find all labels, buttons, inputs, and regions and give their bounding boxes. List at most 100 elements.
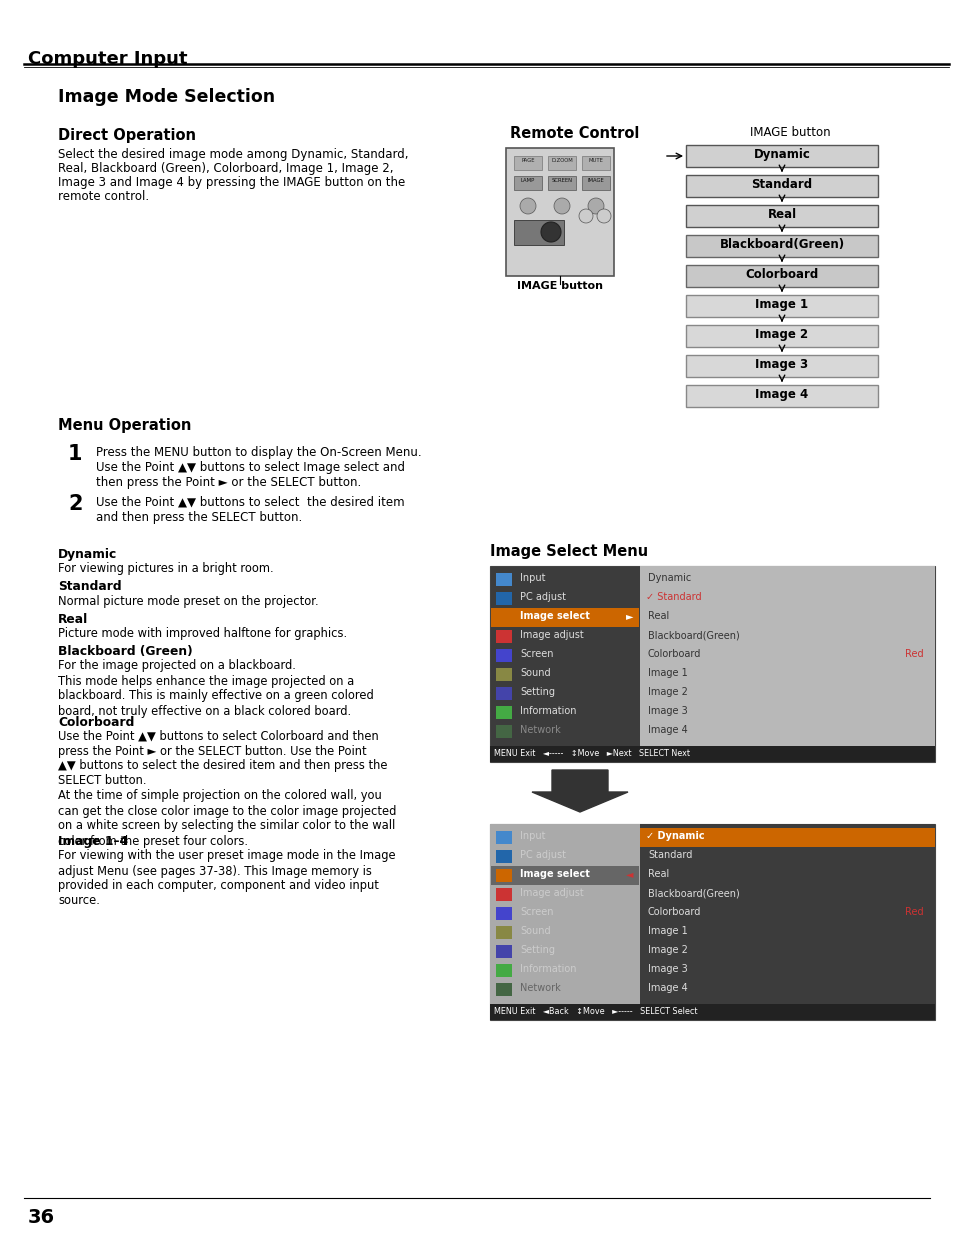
Circle shape bbox=[519, 198, 536, 214]
Circle shape bbox=[597, 209, 610, 224]
Bar bbox=[496, 687, 512, 700]
Bar bbox=[490, 566, 934, 762]
Text: For viewing pictures in a bright room.: For viewing pictures in a bright room. bbox=[58, 562, 274, 576]
Bar bbox=[491, 866, 639, 885]
Text: Dynamic: Dynamic bbox=[647, 573, 691, 583]
Text: Computer Input: Computer Input bbox=[28, 49, 188, 68]
Circle shape bbox=[578, 209, 593, 224]
Text: Real: Real bbox=[58, 613, 89, 626]
Text: Screen: Screen bbox=[519, 650, 553, 659]
Bar bbox=[496, 668, 512, 680]
Text: Use the Point ▲▼ buttons to select  the desired item
and then press the SELECT b: Use the Point ▲▼ buttons to select the d… bbox=[96, 496, 404, 524]
Text: Real: Real bbox=[647, 869, 669, 879]
Bar bbox=[581, 177, 609, 190]
Bar bbox=[490, 1004, 934, 1020]
Text: Image 2: Image 2 bbox=[647, 687, 687, 697]
Bar bbox=[685, 144, 877, 167]
Circle shape bbox=[554, 198, 569, 214]
Text: PC adjust: PC adjust bbox=[519, 592, 565, 601]
Text: Image 3: Image 3 bbox=[647, 706, 687, 716]
Text: Setting: Setting bbox=[519, 687, 555, 697]
Text: Dynamic: Dynamic bbox=[753, 148, 810, 161]
Text: Standard: Standard bbox=[751, 178, 812, 191]
Text: Image adjust: Image adjust bbox=[519, 630, 583, 640]
Bar bbox=[514, 156, 541, 170]
Text: PC adjust: PC adjust bbox=[519, 850, 565, 860]
Text: Image 2: Image 2 bbox=[755, 329, 808, 341]
Text: Image Select Menu: Image Select Menu bbox=[490, 543, 647, 559]
Text: SCREEN: SCREEN bbox=[551, 178, 572, 183]
Text: Colorboard: Colorboard bbox=[744, 268, 818, 282]
Text: Blackboard(Green): Blackboard(Green) bbox=[719, 238, 843, 251]
Bar bbox=[496, 869, 512, 882]
Bar bbox=[496, 650, 512, 662]
Text: Real: Real bbox=[647, 611, 669, 621]
Bar bbox=[685, 266, 877, 287]
Text: Sound: Sound bbox=[519, 668, 550, 678]
Bar bbox=[685, 205, 877, 227]
Text: Picture mode with improved halftone for graphics.: Picture mode with improved halftone for … bbox=[58, 627, 347, 640]
Text: Standard: Standard bbox=[58, 580, 121, 594]
Bar bbox=[514, 220, 563, 245]
Bar bbox=[496, 945, 512, 958]
Bar bbox=[685, 235, 877, 257]
Text: Sound: Sound bbox=[519, 926, 550, 936]
Bar bbox=[496, 630, 512, 643]
Circle shape bbox=[540, 222, 560, 242]
Text: Colorboard: Colorboard bbox=[58, 715, 134, 729]
Text: Direct Operation: Direct Operation bbox=[58, 128, 195, 143]
Text: For the image projected on a blackboard.
This mode helps enhance the image proje: For the image projected on a blackboard.… bbox=[58, 659, 374, 718]
Text: Image 1: Image 1 bbox=[755, 298, 808, 311]
Bar bbox=[496, 906, 512, 920]
Text: Red: Red bbox=[904, 650, 923, 659]
Text: Image select: Image select bbox=[519, 869, 589, 879]
Bar bbox=[639, 566, 934, 746]
Bar bbox=[505, 148, 614, 275]
Text: Input: Input bbox=[519, 831, 545, 841]
Text: Normal picture mode preset on the projector.: Normal picture mode preset on the projec… bbox=[58, 594, 318, 608]
Text: ►: ► bbox=[625, 611, 633, 621]
Text: Real, Blackboard (Green), Colorboard, Image 1, Image 2,: Real, Blackboard (Green), Colorboard, Im… bbox=[58, 162, 393, 175]
Text: MENU Exit   ◄-----   ↕Move   ►Next   SELECT Next: MENU Exit ◄----- ↕Move ►Next SELECT Next bbox=[494, 748, 689, 758]
Text: Screen: Screen bbox=[519, 906, 553, 918]
Text: 2: 2 bbox=[68, 494, 82, 514]
Text: Use the Point ▲▼ buttons to select Colorboard and then
press the Point ► or the : Use the Point ▲▼ buttons to select Color… bbox=[58, 730, 395, 847]
Text: LAMP: LAMP bbox=[520, 178, 535, 183]
Polygon shape bbox=[532, 769, 627, 811]
Text: Image Mode Selection: Image Mode Selection bbox=[58, 88, 274, 106]
Text: Colorboard: Colorboard bbox=[647, 906, 700, 918]
Bar bbox=[490, 824, 934, 1020]
Bar bbox=[685, 325, 877, 347]
Text: remote control.: remote control. bbox=[58, 190, 149, 203]
Text: Red: Red bbox=[904, 906, 923, 918]
Bar bbox=[547, 156, 576, 170]
Text: ◄: ◄ bbox=[625, 869, 633, 879]
Text: Image 3: Image 3 bbox=[755, 358, 808, 370]
Bar bbox=[639, 827, 934, 847]
Text: Image 1–4: Image 1–4 bbox=[58, 836, 128, 848]
Text: Image select: Image select bbox=[519, 611, 589, 621]
Bar bbox=[496, 831, 512, 844]
Text: Remote Control: Remote Control bbox=[510, 126, 639, 141]
Bar bbox=[496, 611, 512, 624]
Text: 1: 1 bbox=[68, 445, 82, 464]
Text: IMAGE button: IMAGE button bbox=[517, 282, 602, 291]
Text: Blackboard (Green): Blackboard (Green) bbox=[58, 646, 193, 658]
Text: 36: 36 bbox=[28, 1208, 55, 1228]
Bar bbox=[496, 706, 512, 719]
Text: Information: Information bbox=[519, 965, 576, 974]
Text: Colorboard: Colorboard bbox=[647, 650, 700, 659]
Bar bbox=[581, 156, 609, 170]
Bar bbox=[685, 295, 877, 317]
Circle shape bbox=[587, 198, 603, 214]
Text: Image 2: Image 2 bbox=[647, 945, 687, 955]
Text: PAGE: PAGE bbox=[520, 158, 535, 163]
Bar bbox=[490, 746, 934, 762]
Text: D.ZOOM: D.ZOOM bbox=[551, 158, 572, 163]
Text: Image 4: Image 4 bbox=[647, 983, 687, 993]
Text: Image 4: Image 4 bbox=[755, 388, 808, 401]
Bar bbox=[547, 177, 576, 190]
Text: Press the MENU button to display the On-Screen Menu.
Use the Point ▲▼ buttons to: Press the MENU button to display the On-… bbox=[96, 446, 421, 489]
Bar bbox=[491, 608, 639, 627]
Bar bbox=[685, 354, 877, 377]
